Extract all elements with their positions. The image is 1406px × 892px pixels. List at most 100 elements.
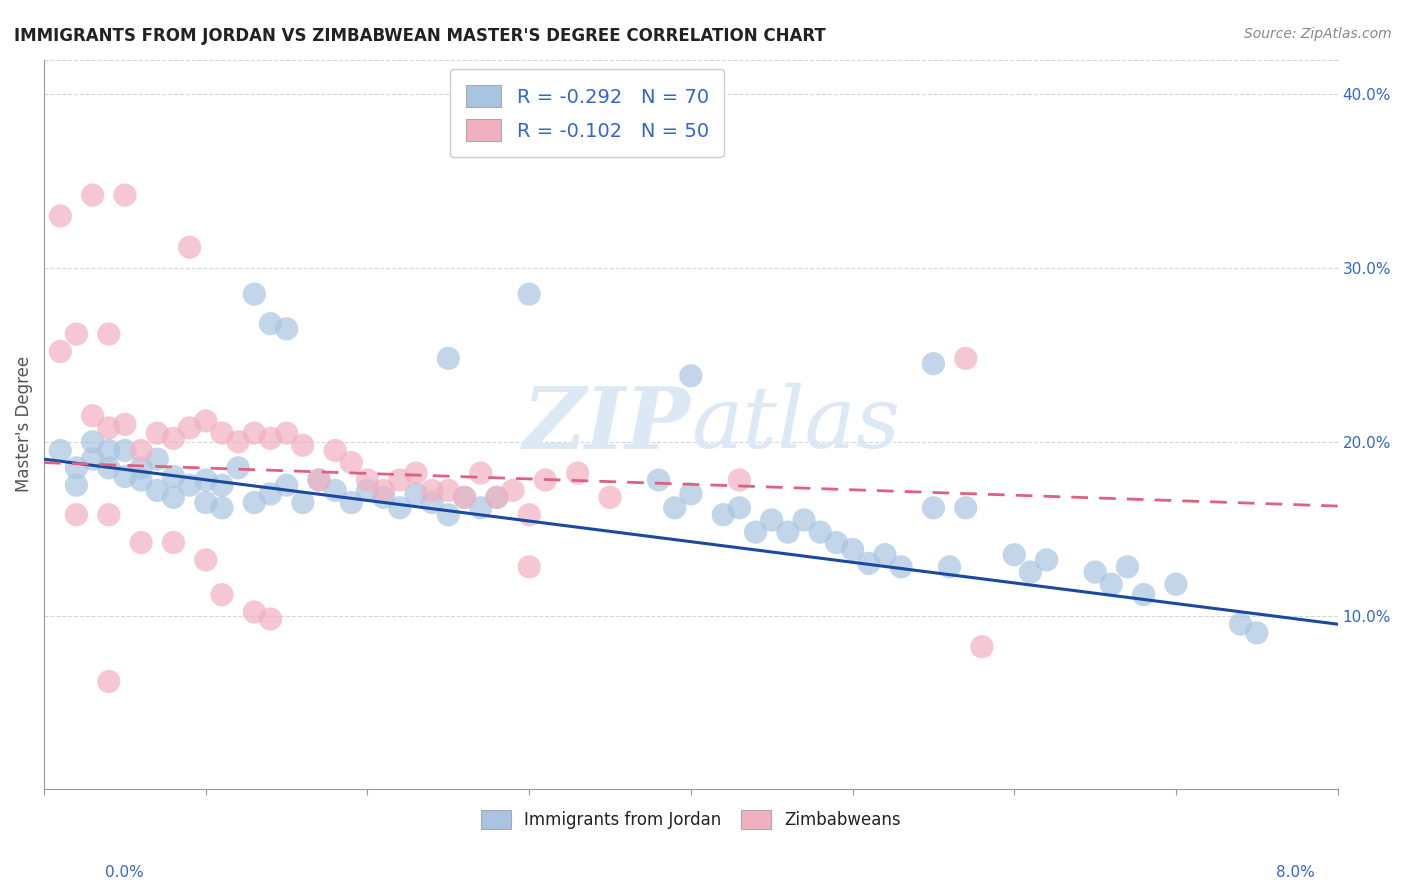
Point <box>82 188 104 202</box>
Point <box>65 508 87 522</box>
Point <box>194 473 217 487</box>
Point <box>470 500 492 515</box>
Point <box>259 317 281 331</box>
Text: 0.0%: 0.0% <box>105 865 145 880</box>
Point <box>793 513 815 527</box>
Point <box>211 500 233 515</box>
Point <box>259 431 281 445</box>
Point <box>517 559 540 574</box>
Point <box>259 487 281 501</box>
Point <box>49 209 72 223</box>
Point <box>323 483 346 498</box>
Point <box>373 483 395 498</box>
Point <box>970 640 993 654</box>
Point <box>65 478 87 492</box>
Point <box>728 473 751 487</box>
Point <box>858 557 880 571</box>
Point <box>1116 559 1139 574</box>
Point <box>308 473 330 487</box>
Point <box>291 495 314 509</box>
Point <box>146 452 169 467</box>
Point <box>97 674 120 689</box>
Point <box>679 368 702 383</box>
Text: Source: ZipAtlas.com: Source: ZipAtlas.com <box>1244 27 1392 41</box>
Point <box>340 456 363 470</box>
Point <box>49 344 72 359</box>
Point <box>276 322 298 336</box>
Point <box>1132 588 1154 602</box>
Point <box>129 473 152 487</box>
Point <box>211 588 233 602</box>
Point <box>922 500 945 515</box>
Text: atlas: atlas <box>690 383 900 466</box>
Point <box>453 491 475 505</box>
Point <box>1002 548 1025 562</box>
Point <box>776 525 799 540</box>
Point <box>65 460 87 475</box>
Point <box>114 188 136 202</box>
Point <box>728 500 751 515</box>
Point <box>470 466 492 480</box>
Text: ZIP: ZIP <box>523 383 690 467</box>
Point <box>226 434 249 449</box>
Point <box>647 473 669 487</box>
Text: 8.0%: 8.0% <box>1275 865 1315 880</box>
Point <box>599 491 621 505</box>
Point <box>955 351 977 366</box>
Point <box>179 478 201 492</box>
Point <box>761 513 783 527</box>
Point <box>744 525 766 540</box>
Point <box>825 535 848 549</box>
Point <box>129 460 152 475</box>
Point <box>664 500 686 515</box>
Point <box>162 535 184 549</box>
Point <box>679 487 702 501</box>
Point <box>873 548 896 562</box>
Point <box>388 473 411 487</box>
Point <box>146 426 169 441</box>
Point <box>922 357 945 371</box>
Point <box>420 495 443 509</box>
Point <box>114 443 136 458</box>
Point <box>114 417 136 432</box>
Point <box>243 495 266 509</box>
Point <box>567 466 589 480</box>
Point <box>179 240 201 254</box>
Point <box>405 466 427 480</box>
Point <box>437 483 460 498</box>
Point <box>82 434 104 449</box>
Point <box>162 431 184 445</box>
Point <box>49 443 72 458</box>
Point <box>194 553 217 567</box>
Point <box>291 438 314 452</box>
Point <box>373 491 395 505</box>
Point <box>276 478 298 492</box>
Point <box>323 443 346 458</box>
Point <box>308 473 330 487</box>
Point <box>808 525 831 540</box>
Point <box>162 491 184 505</box>
Point <box>243 605 266 619</box>
Point <box>162 469 184 483</box>
Point <box>97 443 120 458</box>
Point <box>65 327 87 342</box>
Point <box>485 491 508 505</box>
Point <box>420 483 443 498</box>
Point <box>938 559 960 574</box>
Point <box>97 327 120 342</box>
Point <box>955 500 977 515</box>
Point <box>453 491 475 505</box>
Point <box>97 421 120 435</box>
Point <box>405 487 427 501</box>
Point <box>1246 625 1268 640</box>
Point <box>1229 617 1251 632</box>
Point <box>485 491 508 505</box>
Point <box>211 478 233 492</box>
Point <box>1099 577 1122 591</box>
Point <box>534 473 557 487</box>
Point <box>276 426 298 441</box>
Point <box>226 460 249 475</box>
Point <box>259 612 281 626</box>
Point <box>82 409 104 423</box>
Point <box>211 426 233 441</box>
